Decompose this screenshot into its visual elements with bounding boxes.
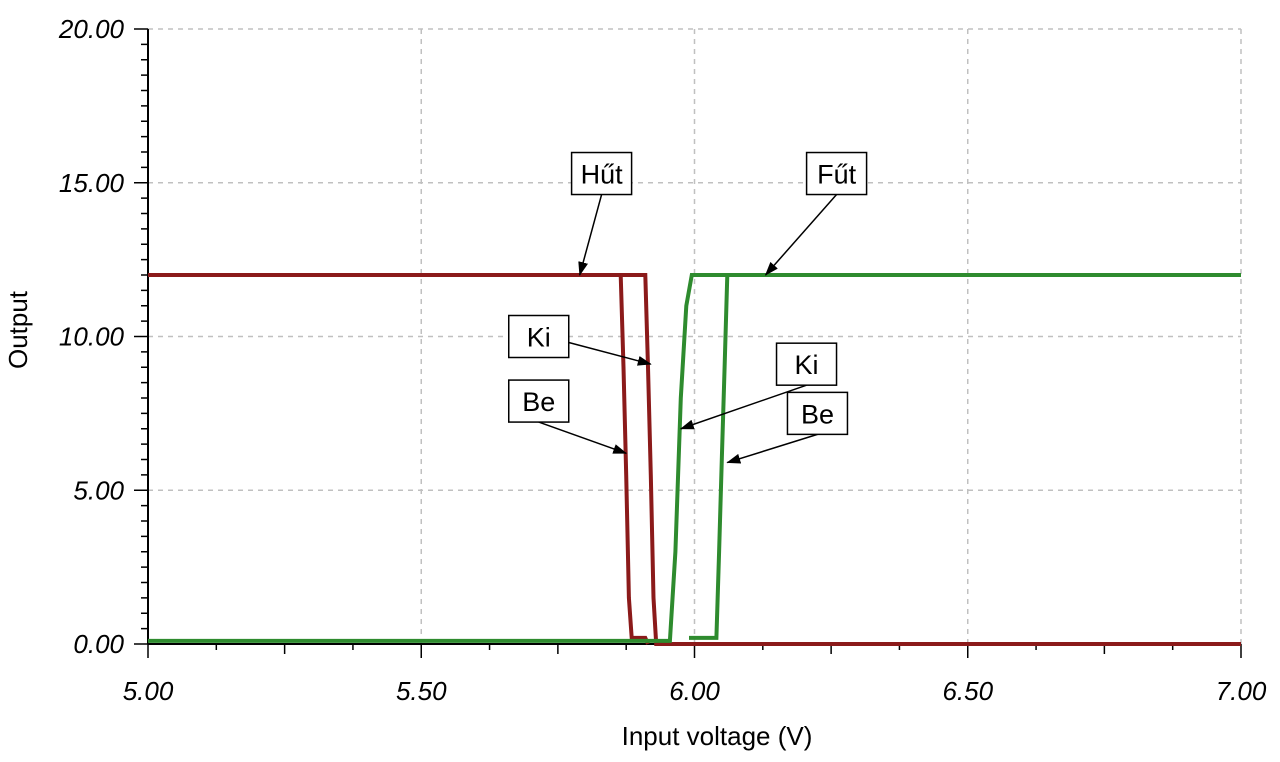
x-tick-label: 6.50 [942, 676, 993, 706]
y-tick-label: 15.00 [59, 168, 125, 198]
annotation-be-left: Be [507, 379, 628, 455]
y-tick-label: 5.00 [73, 475, 124, 505]
annotation-box [507, 379, 570, 423]
annotation-arrow [764, 194, 838, 276]
series-line-3 [148, 273, 1241, 643]
annotation-label: Hűt [581, 160, 624, 190]
x-tick-label: 5.50 [396, 676, 447, 706]
annotation-ki-right: Ki [679, 342, 838, 430]
annotation-label: Be [522, 387, 555, 417]
series-line-1 [148, 273, 1241, 646]
grid [148, 28, 1242, 644]
annotation-label: Ki [527, 323, 551, 353]
y-axis-title: Output [3, 290, 33, 369]
x-axis-title: Input voltage (V) [622, 721, 813, 751]
annotation-box [805, 151, 868, 196]
annotation-label: Ki [795, 350, 819, 380]
ticks: 5.00 5.50 6.00 6.50 7.00 0.00 5.00 10.00 15.00 20… [58, 14, 1267, 706]
x-tick-label: 7.00 [1216, 676, 1267, 706]
x-tick-label: 6.00 [669, 676, 720, 706]
annotation-box [786, 391, 849, 436]
annotation-fut: Fűt [764, 151, 868, 276]
y-tick-label: 10.00 [59, 322, 125, 352]
annotation-arrow [578, 194, 603, 276]
annotation-box [775, 342, 838, 386]
series-line-2 [618, 274, 650, 645]
y-tick-label: 20.00 [58, 14, 125, 44]
annotation-box [570, 151, 633, 196]
annotation-arrow [538, 421, 628, 455]
annotation-arrow [568, 341, 652, 366]
series [148, 273, 1241, 646]
annotation-be-right: Be [726, 391, 849, 464]
annotation-hut: Hűt [570, 151, 633, 276]
annotation-label: Fűt [817, 160, 857, 190]
x-tick-label: 5.00 [123, 676, 174, 706]
annotation-arrow [726, 433, 818, 464]
series-line-4 [689, 274, 730, 640]
y-tick-label: 0.00 [73, 629, 124, 659]
annotation-ki-left: Ki [507, 314, 652, 366]
annotation-box [507, 314, 570, 359]
annotation-arrow [679, 384, 807, 430]
annotation-label: Be [801, 399, 834, 429]
annotations: Hűt Fűt Ki Be Ki Be [507, 151, 868, 464]
